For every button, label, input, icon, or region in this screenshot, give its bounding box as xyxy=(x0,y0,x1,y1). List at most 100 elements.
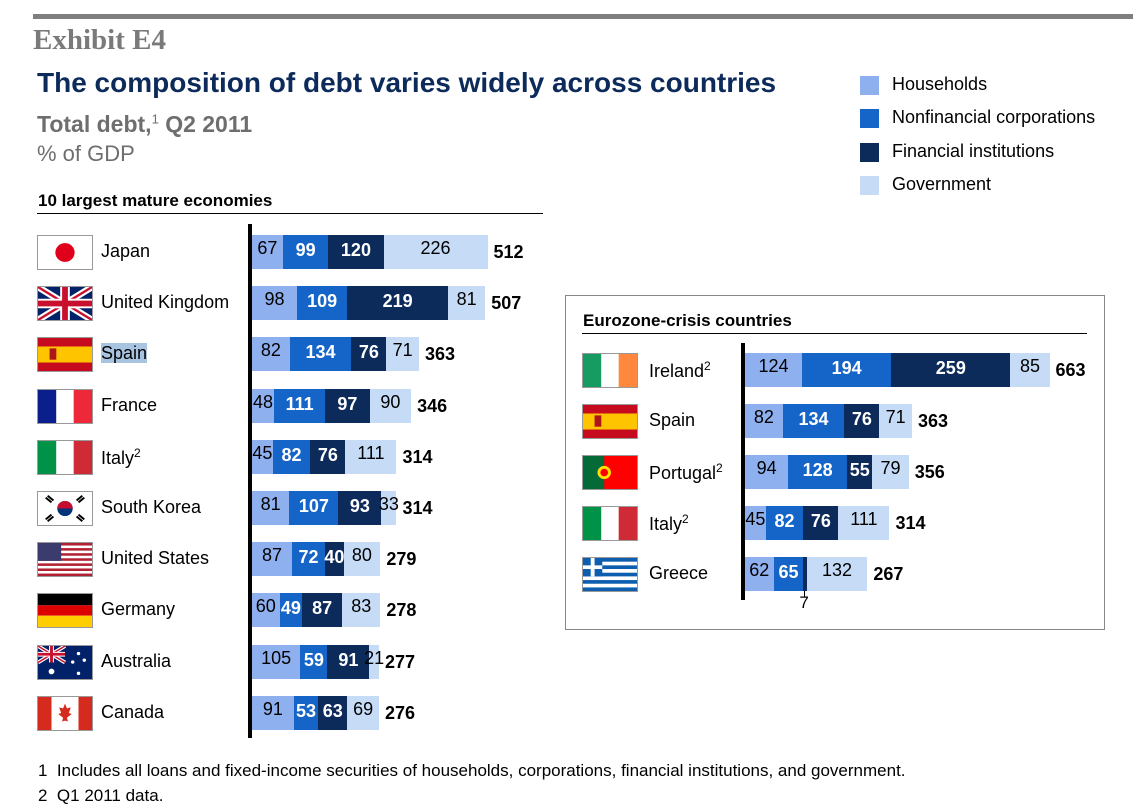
bar-segment-households: 82 xyxy=(745,404,783,438)
bar-segment-financial-institutions: 93 xyxy=(338,491,382,525)
country-label: Germany xyxy=(101,599,175,620)
country-name: Australia xyxy=(101,650,172,671)
bar-segment-nonfinancial-corporations: 65 xyxy=(773,557,804,591)
bar-segment-financial-institutions xyxy=(803,557,807,591)
units-label: % of GDP xyxy=(37,141,135,166)
bar-segment-nonfinancial-corporations: 99 xyxy=(282,235,329,269)
country-label: Canada xyxy=(101,702,164,723)
portugal-flag xyxy=(582,455,638,490)
canada-flag xyxy=(37,695,93,731)
bar-segment-government: 83 xyxy=(342,593,381,628)
bar-total-label: 314 xyxy=(895,513,926,533)
bar-segment-government: 79 xyxy=(872,455,909,489)
bar-segment-financial-institutions: 76 xyxy=(310,439,346,474)
callout-value-label: 7 xyxy=(799,593,809,612)
bar-total-label: 512 xyxy=(493,242,524,262)
bar-total-label: 346 xyxy=(417,395,448,416)
country-label: Greece xyxy=(649,563,708,584)
country-footnote-mark: 2 xyxy=(716,461,723,475)
bar-total-label: 507 xyxy=(491,293,522,314)
bar-total-label: 277 xyxy=(384,651,415,672)
spain-flag xyxy=(582,404,638,439)
bar-segment-government: 111 xyxy=(838,506,890,540)
bar-total-label: 276 xyxy=(384,702,415,723)
footnote-2-num: 2 xyxy=(38,786,48,805)
bar-segment-nonfinancial-corporations: 134 xyxy=(289,337,352,372)
country-label: United States xyxy=(101,548,209,569)
bar-segment-financial-institutions: 219 xyxy=(347,286,448,321)
bar-segment-nonfinancial-corporations: 82 xyxy=(765,506,804,540)
bar-total-label: 279 xyxy=(386,549,417,570)
country-name: Italy xyxy=(101,447,135,468)
bar-segment-households: 87 xyxy=(252,542,293,577)
bar-segment-households: 124 xyxy=(745,353,803,387)
panel-title-mature: 10 largest mature economies xyxy=(38,191,273,210)
chart-title: The composition of debt varies widely ac… xyxy=(37,67,777,98)
legend-swatch-government xyxy=(860,176,879,195)
bar-segment-financial-institutions: 259 xyxy=(891,353,1011,387)
exhibit-label: Exhibit E4 xyxy=(33,24,166,56)
panel-rule-eurozone xyxy=(582,333,1087,334)
italy-flag xyxy=(37,439,93,475)
eurozone-axis xyxy=(741,343,745,600)
usa-flag xyxy=(37,542,93,578)
country-label: United Kingdom xyxy=(101,292,229,313)
legend-label-financial: Financial institutions xyxy=(892,141,1055,161)
bar-segment-financial-institutions: 76 xyxy=(351,337,387,372)
bar-segment-nonfinancial-corporations: 53 xyxy=(293,695,319,730)
country-label: Italy2 xyxy=(649,512,689,535)
bar-segment-nonfinancial-corporations: 128 xyxy=(788,455,848,489)
country-label: South Korea xyxy=(101,497,201,518)
country-name: Greece xyxy=(649,563,709,583)
bar-segment-nonfinancial-corporations: 107 xyxy=(289,491,339,525)
bar-segment-financial-institutions: 63 xyxy=(318,695,348,730)
bar-segment-households: 91 xyxy=(252,695,294,730)
country-label: France xyxy=(101,395,157,416)
country-footnote-mark: 2 xyxy=(134,445,141,460)
bar-segment-nonfinancial-corporations: 59 xyxy=(300,644,328,679)
bar-segment-government: 69 xyxy=(347,695,379,730)
country-name: Spain xyxy=(101,343,148,364)
bar-total-label: 278 xyxy=(386,600,417,621)
footnote-1-num: 1 xyxy=(38,761,48,780)
top-rule xyxy=(33,14,1133,19)
bar-total-label: 663 xyxy=(1055,360,1086,380)
panel-title-eurozone: Eurozone-crisis countries xyxy=(583,311,792,330)
country-label: Italy2 xyxy=(101,446,141,469)
bar-segment-households: 81 xyxy=(252,491,290,525)
country-label: Portugal2 xyxy=(649,461,723,484)
bar-segment-households: 48 xyxy=(252,388,275,423)
footnote-2-text: Q1 2011 data. xyxy=(56,786,164,805)
bar-segment-nonfinancial-corporations: 72 xyxy=(292,542,326,577)
bar-segment-nonfinancial-corporations: 49 xyxy=(279,593,303,628)
bar-total-label: 314 xyxy=(402,446,433,467)
ireland-flag xyxy=(582,353,638,388)
country-name: Spain xyxy=(649,410,696,430)
bar-total-label: 356 xyxy=(914,462,945,482)
country-name: South Korea xyxy=(101,497,202,517)
country-label: Japan xyxy=(101,241,150,262)
bar-total-label: 363 xyxy=(917,411,949,431)
bar-segment-nonfinancial-corporations: 194 xyxy=(802,353,892,387)
bar-segment-government: 226 xyxy=(383,235,488,269)
country-name: Italy xyxy=(649,514,683,534)
bar-total-label: 314 xyxy=(402,498,433,518)
country-label: Ireland2 xyxy=(649,359,711,382)
bar-segment-households: 82 xyxy=(252,337,290,372)
bar-segment-government: 90 xyxy=(369,388,412,423)
australia-flag xyxy=(37,644,93,680)
bar-segment-nonfinancial-corporations: 134 xyxy=(782,404,845,438)
bar-segment-nonfinancial-corporations: 109 xyxy=(297,286,348,321)
bar-segment-financial-institutions: 55 xyxy=(847,455,873,489)
country-name: Germany xyxy=(101,599,176,620)
legend-label-nonfinancial: Nonfinancial corporations xyxy=(892,107,1096,127)
chart-subtitle: Total debt,1 Q2 2011 xyxy=(37,111,252,138)
bar-segment-households: 45 xyxy=(252,439,273,474)
bar-segment-government: 21 xyxy=(364,644,384,679)
country-name: France xyxy=(101,394,158,415)
country-footnote-mark: 2 xyxy=(704,359,711,373)
bar-segment-government: 111 xyxy=(345,439,397,474)
legend-label-households: Households xyxy=(892,74,988,94)
country-label: Spain xyxy=(649,410,695,431)
legend-swatch-households xyxy=(860,76,879,95)
